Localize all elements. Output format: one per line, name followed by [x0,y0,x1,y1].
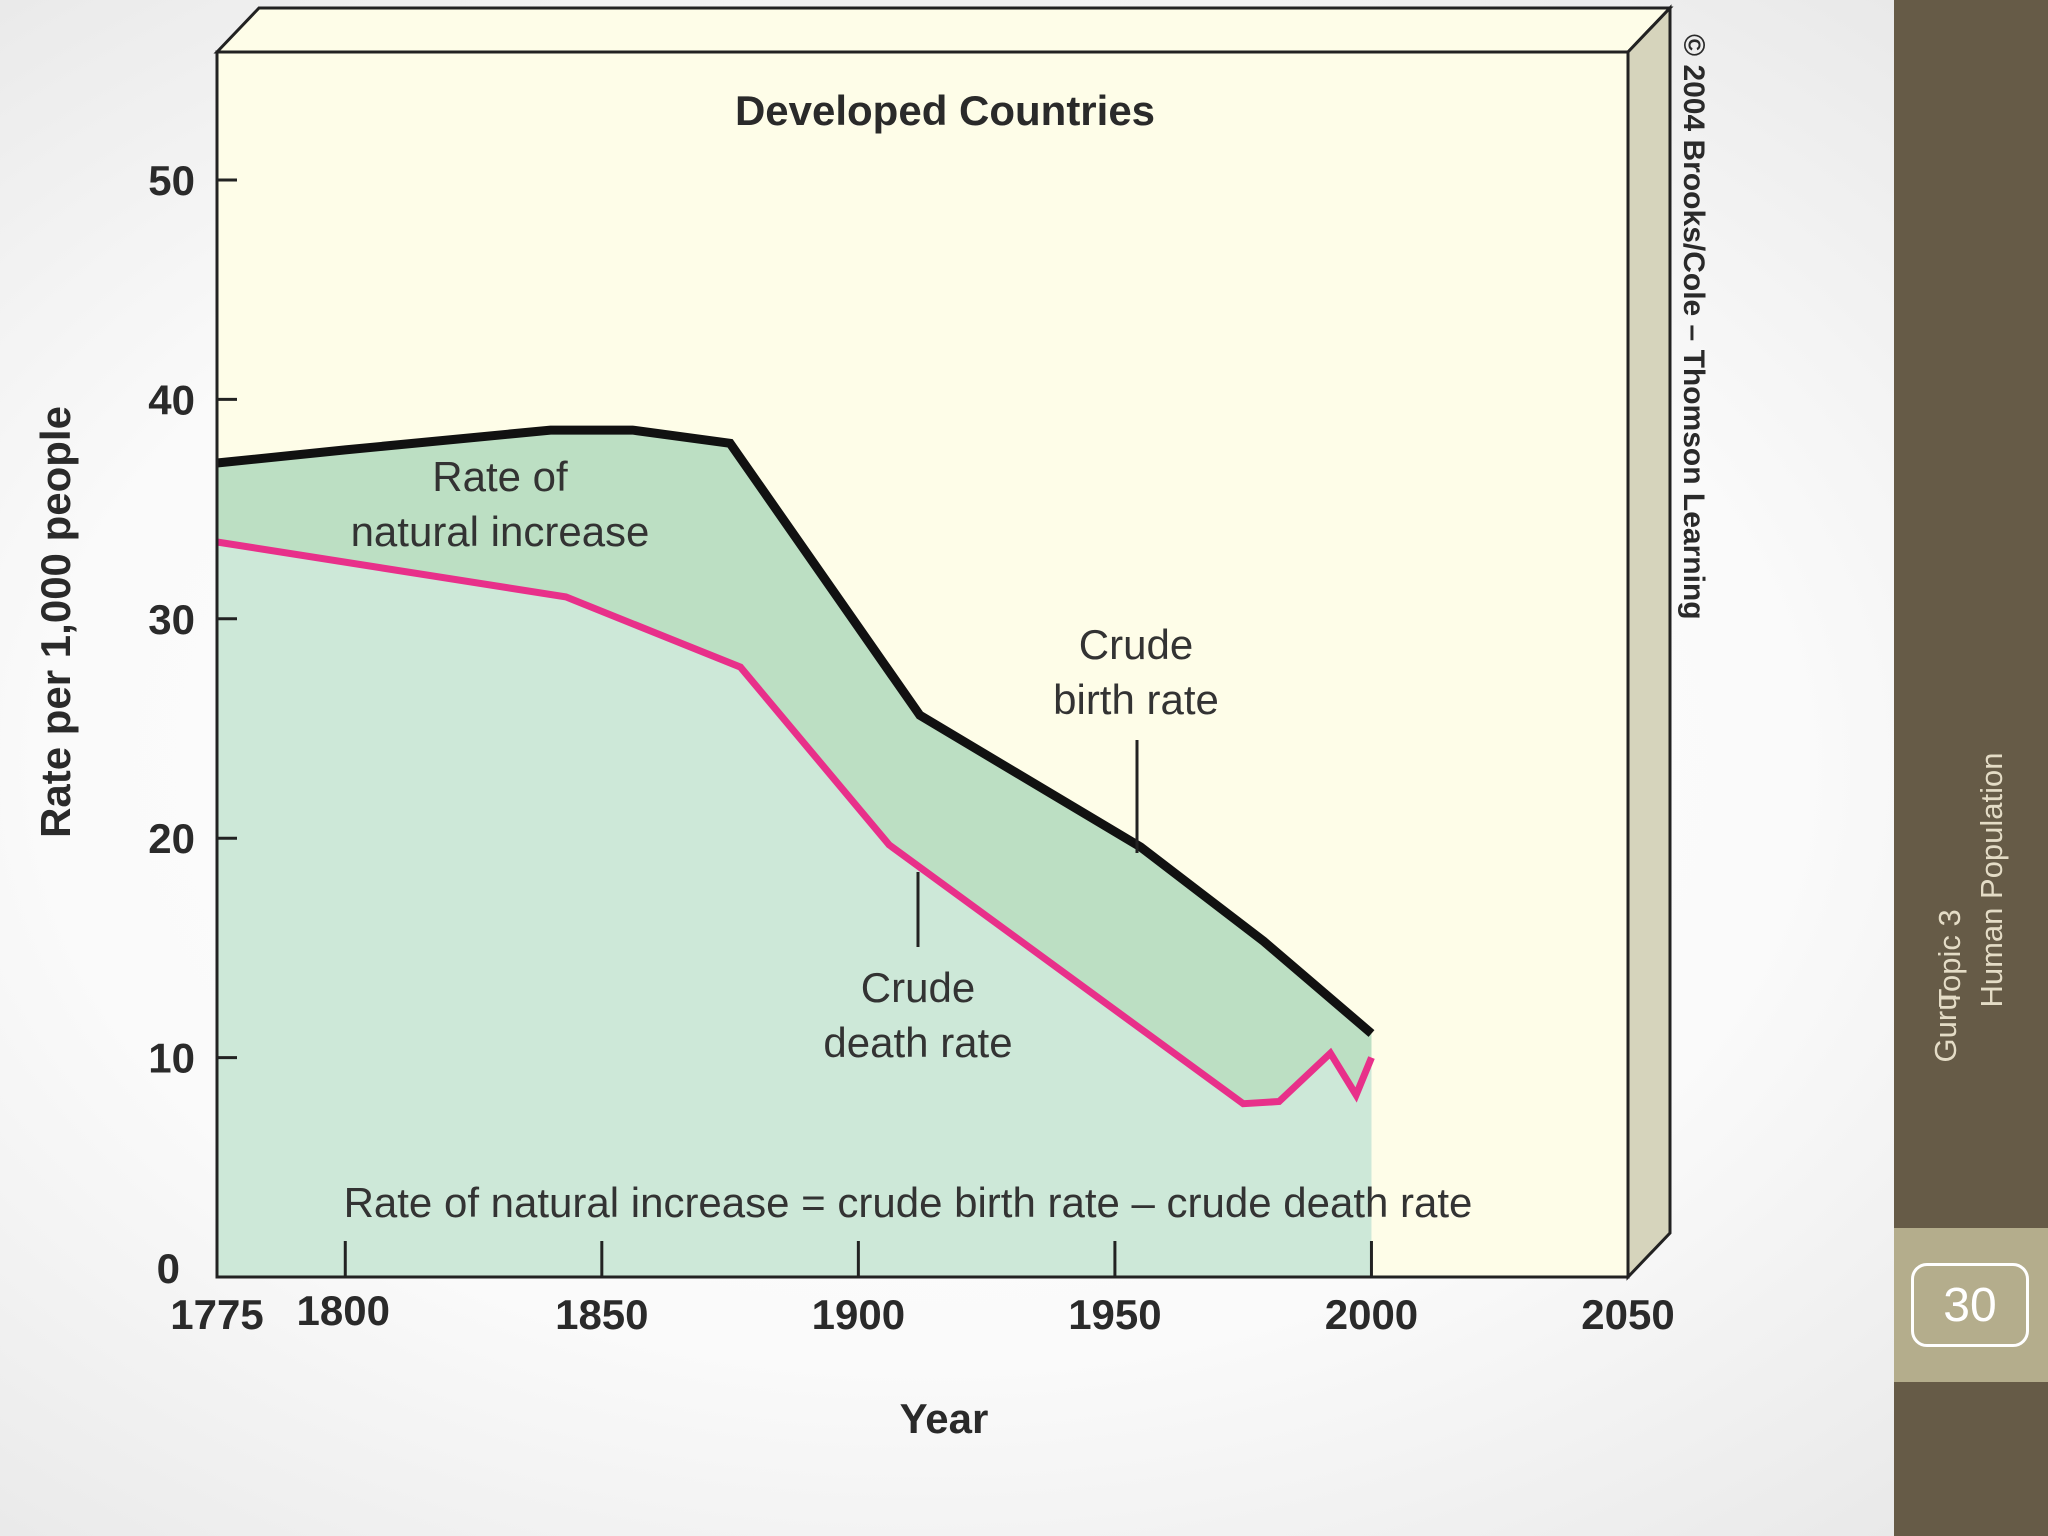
sidebar-footer-text: Topic 3 Human Population [1929,752,2013,1007]
annotation-natural-increase-line2: natural increase [351,508,650,555]
sidebar-author-block: Guru [1925,994,1967,1063]
annotation-death-rate-line2: death rate [823,1019,1012,1066]
annotation-death-rate-line1: Crude [861,964,975,1011]
y-tick-label: 50 [148,157,195,204]
y-tick-label: 10 [148,1035,195,1082]
x-tick-label: 2000 [1325,1291,1418,1338]
frame-side-face [1626,4,1672,1281]
x-tick-label: 2050 [1581,1291,1674,1338]
x-axis-label: Year [900,1395,989,1442]
frame-top-face [213,6,1674,54]
x-tick-label: 1950 [1068,1291,1161,1338]
sidebar-subject: Human Population [1974,752,2009,1008]
annotation-birth-rate-line2: birth rate [1053,676,1219,723]
x-axis-ticks: 1775 1800 1850 1900 1950 2000 2050 [170,1241,1675,1338]
y-axis-ticks: 0 10 20 30 40 50 [148,157,237,1292]
annotation-birth-rate-line1: Crude [1079,621,1193,668]
copyright-text: © 2004 Brooks/Cole – Thomson Learning [1677,34,1710,620]
page-number: 30 [1911,1263,2029,1347]
annotation-formula: Rate of natural increase = crude birth r… [344,1179,1473,1226]
x-tick-label: 1900 [812,1291,905,1338]
y-tick-label: 40 [148,376,195,423]
chart-title: Developed Countries [735,87,1155,134]
y-tick-label: 20 [148,815,195,862]
sidebar-author: Guru [1928,993,1963,1063]
death-rate-line [216,538,1375,1108]
x-tick-label: 1800 [297,1287,390,1334]
x-tick-label: 1775 [170,1291,263,1338]
death-rate-area [217,542,1372,1277]
y-tick-label: 0 [157,1245,180,1292]
x-tick-label: 1850 [555,1291,648,1338]
sidebar-topic: Topic 3 [1932,909,1967,1008]
y-tick-label: 30 [148,596,195,643]
y-axis-label: Rate per 1,000 people [32,406,79,838]
page-number-box [1894,1228,2048,1382]
birth-rate-line [216,425,1375,1037]
annotation-natural-increase-line1: Rate of [432,453,568,500]
natural-increase-area [217,430,1372,1104]
